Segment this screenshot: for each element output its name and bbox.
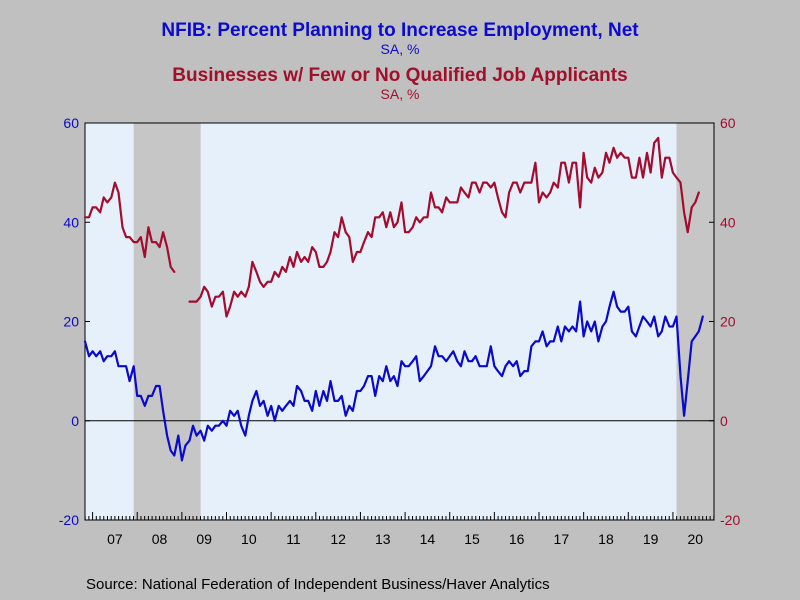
- y-tick-label-right: 40: [720, 214, 736, 230]
- recession-band: [676, 123, 714, 520]
- y-tick-label-left: -20: [59, 512, 79, 528]
- chart-title-series-1: NFIB: Percent Planning to Increase Emplo…: [161, 20, 639, 41]
- x-tick-label: 20: [687, 531, 703, 547]
- chart-subtitle-series-2: SA, %: [380, 86, 420, 102]
- chart-title-series-2: Businesses w/ Few or No Qualified Job Ap…: [172, 65, 628, 86]
- x-tick-label: 13: [375, 531, 391, 547]
- x-tick-label: 14: [420, 531, 436, 547]
- x-tick-label: 11: [286, 531, 301, 547]
- y-tick-label-right: -20: [720, 512, 740, 528]
- y-tick-label-right: 0: [720, 413, 728, 429]
- x-tick-label: 09: [196, 531, 212, 547]
- recession-band: [133, 123, 201, 520]
- source-note: Source: National Federation of Independe…: [86, 576, 550, 593]
- y-tick-label-left: 0: [71, 413, 79, 429]
- x-tick-label: 07: [107, 531, 123, 547]
- y-tick-label-left: 60: [63, 115, 79, 131]
- x-tick-label: 19: [643, 531, 659, 547]
- chart-subtitle-series-1: SA, %: [380, 41, 420, 57]
- x-tick-label: 12: [330, 531, 346, 547]
- x-tick-label: 17: [554, 531, 570, 547]
- series-line-2: [83, 136, 700, 318]
- x-tick-label: 16: [509, 531, 525, 547]
- y-tick-label-right: 20: [720, 314, 736, 330]
- y-tick-label-left: 20: [63, 314, 79, 330]
- x-tick-label: 15: [464, 531, 480, 547]
- x-tick-label: 10: [241, 531, 257, 547]
- x-tick-label: 18: [598, 531, 614, 547]
- y-tick-label-right: 60: [720, 115, 736, 131]
- y-tick-label-left: 40: [63, 214, 79, 230]
- series-line-1: [83, 290, 704, 462]
- x-tick-label: 08: [152, 531, 168, 547]
